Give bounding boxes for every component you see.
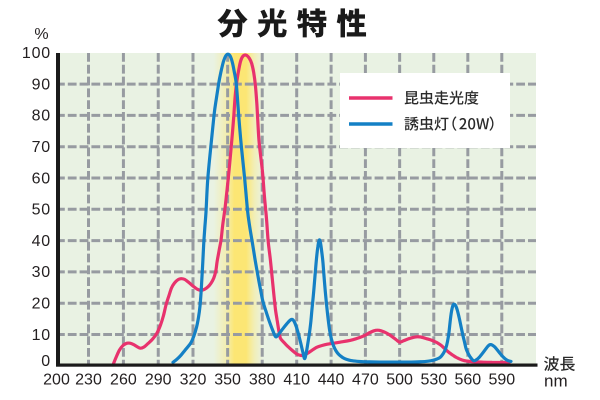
svg-text:380: 380 bbox=[249, 372, 276, 389]
svg-text:470: 470 bbox=[352, 372, 379, 389]
svg-text:80: 80 bbox=[32, 108, 51, 125]
svg-text:500: 500 bbox=[386, 372, 413, 389]
svg-text:590: 590 bbox=[488, 372, 515, 389]
svg-text:30: 30 bbox=[32, 264, 51, 281]
svg-text:440: 440 bbox=[318, 372, 345, 389]
svg-text:90: 90 bbox=[32, 76, 51, 93]
svg-text:560: 560 bbox=[454, 372, 481, 389]
svg-text:40: 40 bbox=[32, 233, 51, 250]
svg-text:230: 230 bbox=[75, 372, 102, 389]
svg-text:290: 290 bbox=[145, 372, 172, 389]
svg-text:50: 50 bbox=[32, 202, 51, 219]
svg-text:410: 410 bbox=[283, 372, 310, 389]
svg-text:100: 100 bbox=[22, 45, 51, 62]
svg-text:200: 200 bbox=[43, 372, 70, 389]
svg-text:260: 260 bbox=[110, 372, 137, 389]
svg-text:530: 530 bbox=[420, 372, 447, 389]
svg-text:320: 320 bbox=[180, 372, 207, 389]
svg-text:10: 10 bbox=[32, 327, 51, 344]
svg-text:20: 20 bbox=[32, 296, 51, 313]
svg-text:0: 0 bbox=[41, 353, 51, 370]
svg-text:350: 350 bbox=[214, 372, 241, 389]
svg-text:60: 60 bbox=[32, 170, 51, 187]
svg-text:70: 70 bbox=[32, 139, 51, 156]
svg-text:%: % bbox=[34, 26, 48, 43]
svg-text:nm: nm bbox=[544, 372, 568, 391]
